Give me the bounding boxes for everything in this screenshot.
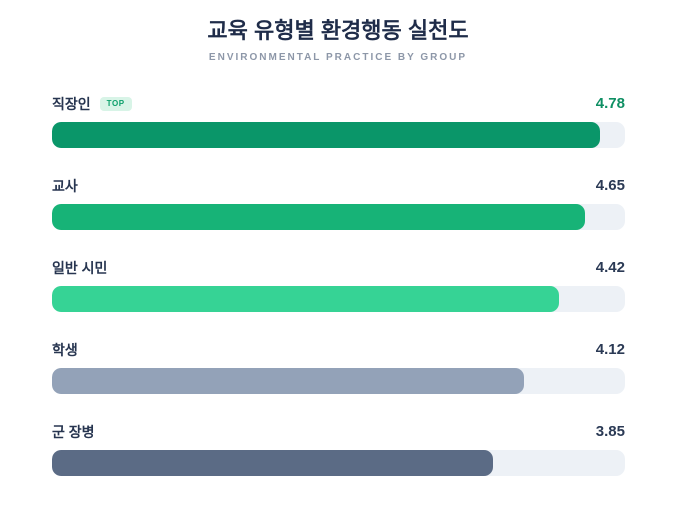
row-header: 교사 4.65 bbox=[52, 176, 625, 195]
chart-title: 교육 유형별 환경행동 실천도 bbox=[207, 18, 469, 43]
row-header: 군 장병 3.85 bbox=[52, 422, 625, 441]
category-label: 일반 시민 bbox=[52, 259, 108, 276]
category-label: 교사 bbox=[52, 177, 78, 194]
bar-fill bbox=[52, 286, 559, 312]
bar-fill bbox=[52, 204, 585, 230]
bar-track bbox=[52, 450, 625, 476]
value-label: 4.42 bbox=[595, 259, 625, 276]
bar-track bbox=[52, 204, 625, 230]
bar-fill bbox=[52, 450, 494, 476]
category-label: 학생 bbox=[52, 341, 78, 358]
value-label: 4.78 bbox=[595, 95, 625, 112]
chart-row: 학생 4.12 bbox=[52, 340, 625, 394]
bar-chart: 직장인 TOP 4.78 교사 4.65 일반 시민 4.42 학생 4.12 군 장병 3.85 bbox=[52, 94, 625, 476]
bar-fill bbox=[52, 368, 525, 394]
value-label: 4.12 bbox=[595, 341, 625, 358]
category-label: 군 장병 bbox=[52, 423, 95, 440]
bar-fill bbox=[52, 122, 600, 148]
chart-row: 직장인 TOP 4.78 bbox=[52, 94, 625, 148]
chart-row: 교사 4.65 bbox=[52, 176, 625, 230]
value-label: 3.85 bbox=[595, 423, 625, 440]
bar-track bbox=[52, 286, 625, 312]
row-header: 직장인 TOP 4.78 bbox=[52, 94, 625, 113]
chart-row: 일반 시민 4.42 bbox=[52, 258, 625, 312]
chart-subtitle: ENVIRONMENTAL PRACTICE BY GROUP bbox=[208, 52, 468, 63]
category-label: 직장인 bbox=[52, 95, 91, 112]
bar-track bbox=[52, 122, 625, 148]
chart-row: 군 장병 3.85 bbox=[52, 422, 625, 476]
bar-track bbox=[52, 368, 625, 394]
top-badge: TOP bbox=[99, 96, 132, 111]
row-header: 학생 4.12 bbox=[52, 340, 625, 359]
value-label: 4.65 bbox=[595, 177, 625, 194]
row-header: 일반 시민 4.42 bbox=[52, 258, 625, 277]
chart-header: 교육 유형별 환경행동 실천도 ENVIRONMENTAL PRACTICE B… bbox=[0, 0, 676, 63]
